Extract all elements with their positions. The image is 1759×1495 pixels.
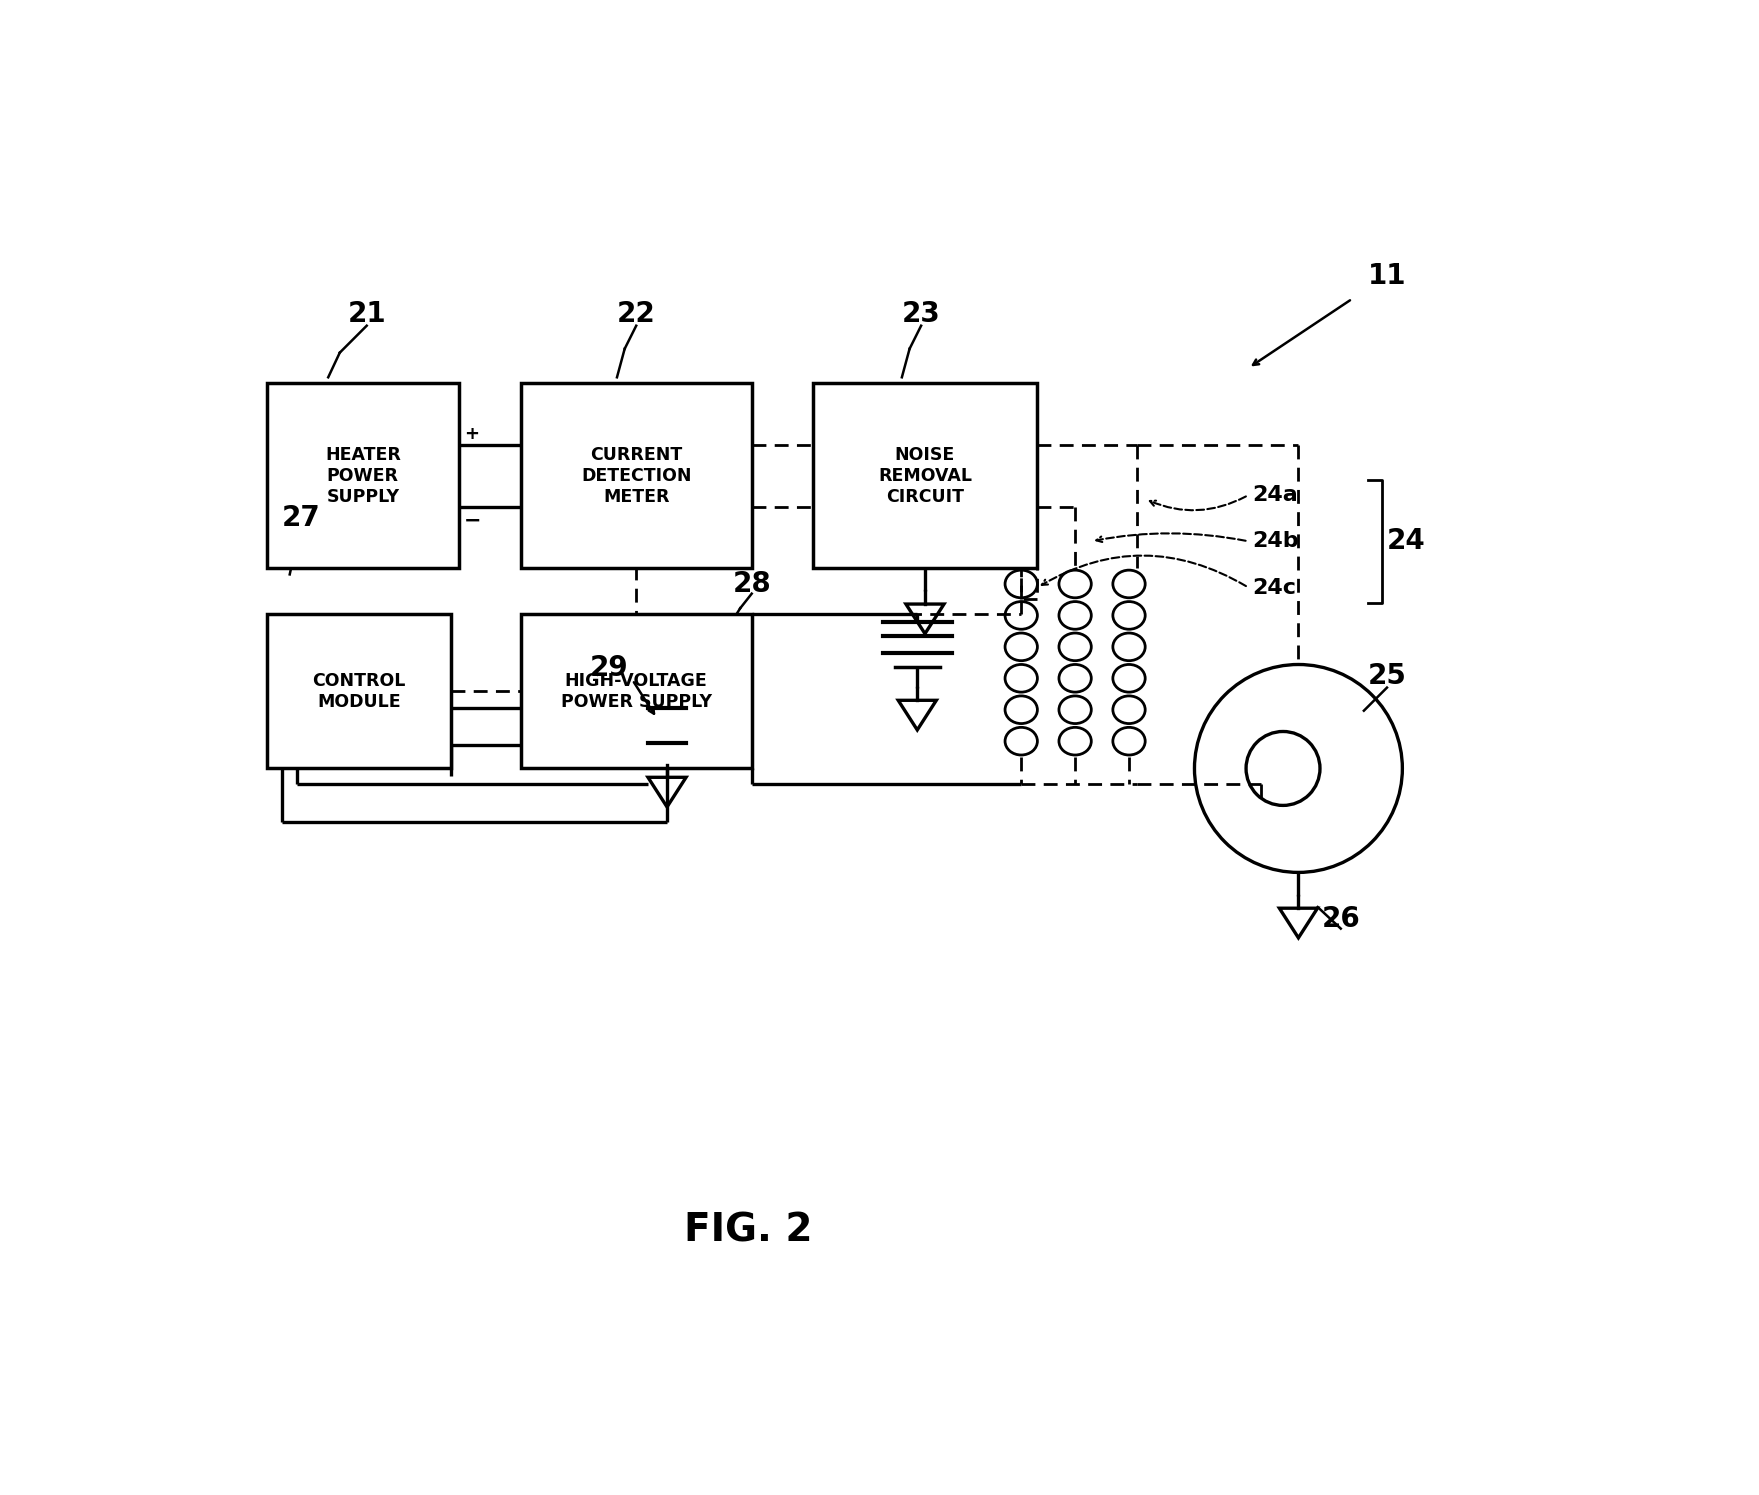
FancyBboxPatch shape: [521, 383, 751, 568]
Text: 24: 24: [1388, 528, 1427, 555]
Text: +: +: [464, 425, 478, 443]
Text: 26: 26: [1321, 904, 1360, 933]
Text: 28: 28: [732, 570, 770, 598]
Text: 11: 11: [1369, 262, 1405, 290]
Text: 25: 25: [1367, 662, 1407, 691]
FancyBboxPatch shape: [267, 383, 459, 568]
Text: FIG. 2: FIG. 2: [684, 1211, 813, 1250]
Text: 24b: 24b: [1252, 531, 1298, 552]
Text: 24a: 24a: [1252, 484, 1298, 505]
Text: HIGH-VOLTAGE
POWER SUPPLY: HIGH-VOLTAGE POWER SUPPLY: [561, 673, 712, 710]
Text: 24c: 24c: [1252, 577, 1296, 598]
FancyBboxPatch shape: [267, 614, 452, 768]
Text: 22: 22: [617, 300, 656, 327]
Text: 27: 27: [281, 504, 320, 532]
Text: 21: 21: [348, 300, 385, 327]
Text: CONTROL
MODULE: CONTROL MODULE: [313, 673, 406, 710]
Text: NOISE
REMOVAL
CIRCUIT: NOISE REMOVAL CIRCUIT: [878, 446, 973, 505]
Text: 29: 29: [589, 655, 628, 682]
Text: −: −: [464, 510, 482, 531]
Text: HEATER
POWER
SUPPLY: HEATER POWER SUPPLY: [325, 446, 401, 505]
Text: CURRENT
DETECTION
METER: CURRENT DETECTION METER: [580, 446, 691, 505]
Text: 23: 23: [902, 300, 941, 327]
FancyBboxPatch shape: [521, 614, 751, 768]
FancyBboxPatch shape: [813, 383, 1036, 568]
